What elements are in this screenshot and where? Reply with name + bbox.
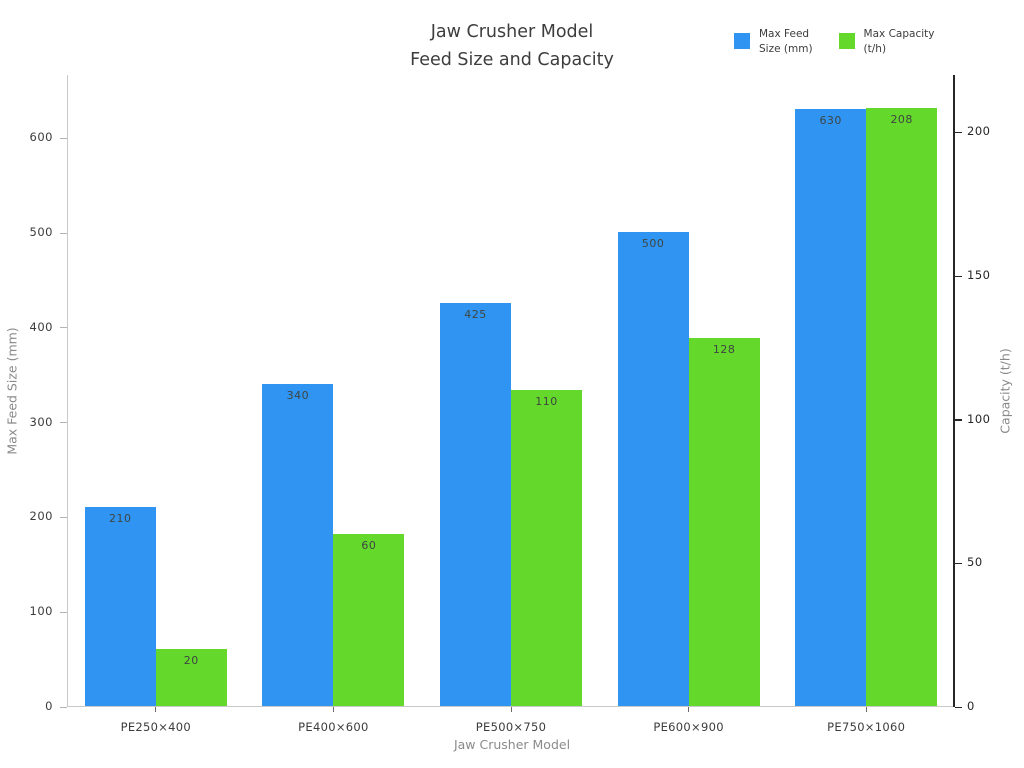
left-y-axis-label: Max Feed Size (mm) (4, 327, 20, 455)
x-tick-label-PE750×1060: PE750×1060 (827, 720, 906, 734)
left-y-tick-label: 500 (29, 225, 53, 240)
right-y-tick-label: 0 (967, 699, 975, 713)
right-y-tick-label: 200 (967, 124, 991, 139)
left-y-tick-mark (60, 516, 67, 518)
left-y-tick-label: 100 (29, 604, 53, 619)
x-axis-line (67, 706, 955, 707)
bar-max-feed-size-mm--PE400×600: 340 (262, 384, 334, 706)
right-y-tick-mark (955, 706, 962, 708)
chart-title-line1: Jaw Crusher Model (430, 22, 594, 42)
bar-max-capacity-t-h--PE600×900: 128 (688, 338, 760, 706)
chart-title: Jaw Crusher Model Feed Size and Capacity (0, 18, 1024, 74)
left-y-tick-mark (60, 232, 67, 234)
bar-value-label: 425 (464, 308, 487, 321)
right-y-tick-mark (955, 275, 962, 278)
legend-label-1: Max Capacity (t/h) (863, 28, 935, 55)
left-y-tick-label: 0 (45, 699, 53, 713)
right-y-tick-mark (955, 562, 962, 565)
bar-max-capacity-t-h--PE500×750: 110 (511, 390, 582, 706)
legend-swatch-0 (734, 33, 750, 49)
left-y-tick-label: 600 (29, 130, 53, 145)
left-y-tick-mark (60, 611, 67, 613)
bar-value-label: 500 (641, 237, 665, 250)
legend-entry-0: Max Feed Size (mm) (734, 27, 813, 57)
left-y-tick-mark (60, 422, 67, 424)
bar-max-capacity-t-h--PE750×1060: 208 (866, 108, 938, 706)
bar-max-capacity-t-h--PE400×600: 60 (333, 534, 405, 706)
legend-entry-1: Max Capacity (t/h) (838, 27, 935, 57)
left-y-tick-mark (60, 137, 67, 139)
right-y-axis-line (953, 75, 955, 707)
bar-max-feed-size-mm--PE600×900: 500 (617, 232, 689, 706)
right-y-tick-label: 150 (967, 268, 991, 283)
x-tick-label-PE250×400: PE250×400 (120, 720, 192, 734)
left-y-tick-label: 400 (29, 319, 53, 334)
x-tick-label-PE400×600: PE400×600 (298, 720, 369, 734)
right-y-axis-label: Capacity (t/h) (997, 348, 1013, 434)
legend: Max Feed Size (mm) Max Capacity (t/h) (734, 27, 934, 57)
bar-value-label: 20 (183, 654, 199, 667)
x-tick-mark (510, 707, 512, 712)
x-tick-mark (155, 707, 157, 712)
bar-value-label: 340 (286, 389, 310, 402)
x-tick-mark (688, 707, 690, 712)
bar-max-capacity-t-h--PE250×400: 20 (155, 649, 227, 706)
x-tick-mark (865, 707, 867, 712)
right-y-tick-label: 100 (967, 411, 991, 426)
bar-max-feed-size-mm--PE500×750: 425 (440, 303, 511, 706)
bar-max-feed-size-mm--PE750×1060: 630 (795, 109, 867, 706)
x-tick-mark (332, 707, 334, 712)
bar-value-label: 210 (109, 512, 132, 525)
bar-max-feed-size-mm--PE250×400: 210 (84, 507, 156, 706)
bar-value-label: 630 (819, 114, 842, 127)
right-y-tick-label: 50 (967, 555, 983, 570)
chart-title-line2: Feed Size and Capacity (410, 50, 614, 70)
left-y-tick-label: 200 (29, 509, 53, 524)
bar-value-label: 128 (712, 343, 736, 356)
legend-swatch-1 (838, 33, 855, 49)
right-y-tick-mark (955, 131, 962, 134)
x-tick-label-PE600×900: PE600×900 (653, 720, 724, 734)
x-axis-label: Jaw Crusher Model (453, 737, 571, 752)
left-y-tick-mark (60, 706, 67, 708)
right-y-tick-mark (955, 419, 962, 421)
bar-value-label: 110 (535, 395, 558, 408)
left-y-tick-mark (60, 327, 67, 329)
bar-value-label: 60 (361, 539, 377, 552)
plot-area: 0 100 200 300 400 500 600 0 50 100 150 200 PE250×400… (30, 75, 990, 734)
left-y-axis-line (67, 75, 68, 707)
left-y-tick-label: 300 (29, 414, 53, 429)
x-tick-label-PE500×750: PE500×750 (475, 720, 547, 734)
bar-value-label: 208 (890, 113, 913, 126)
legend-label-0: Max Feed Size (mm) (759, 28, 813, 55)
